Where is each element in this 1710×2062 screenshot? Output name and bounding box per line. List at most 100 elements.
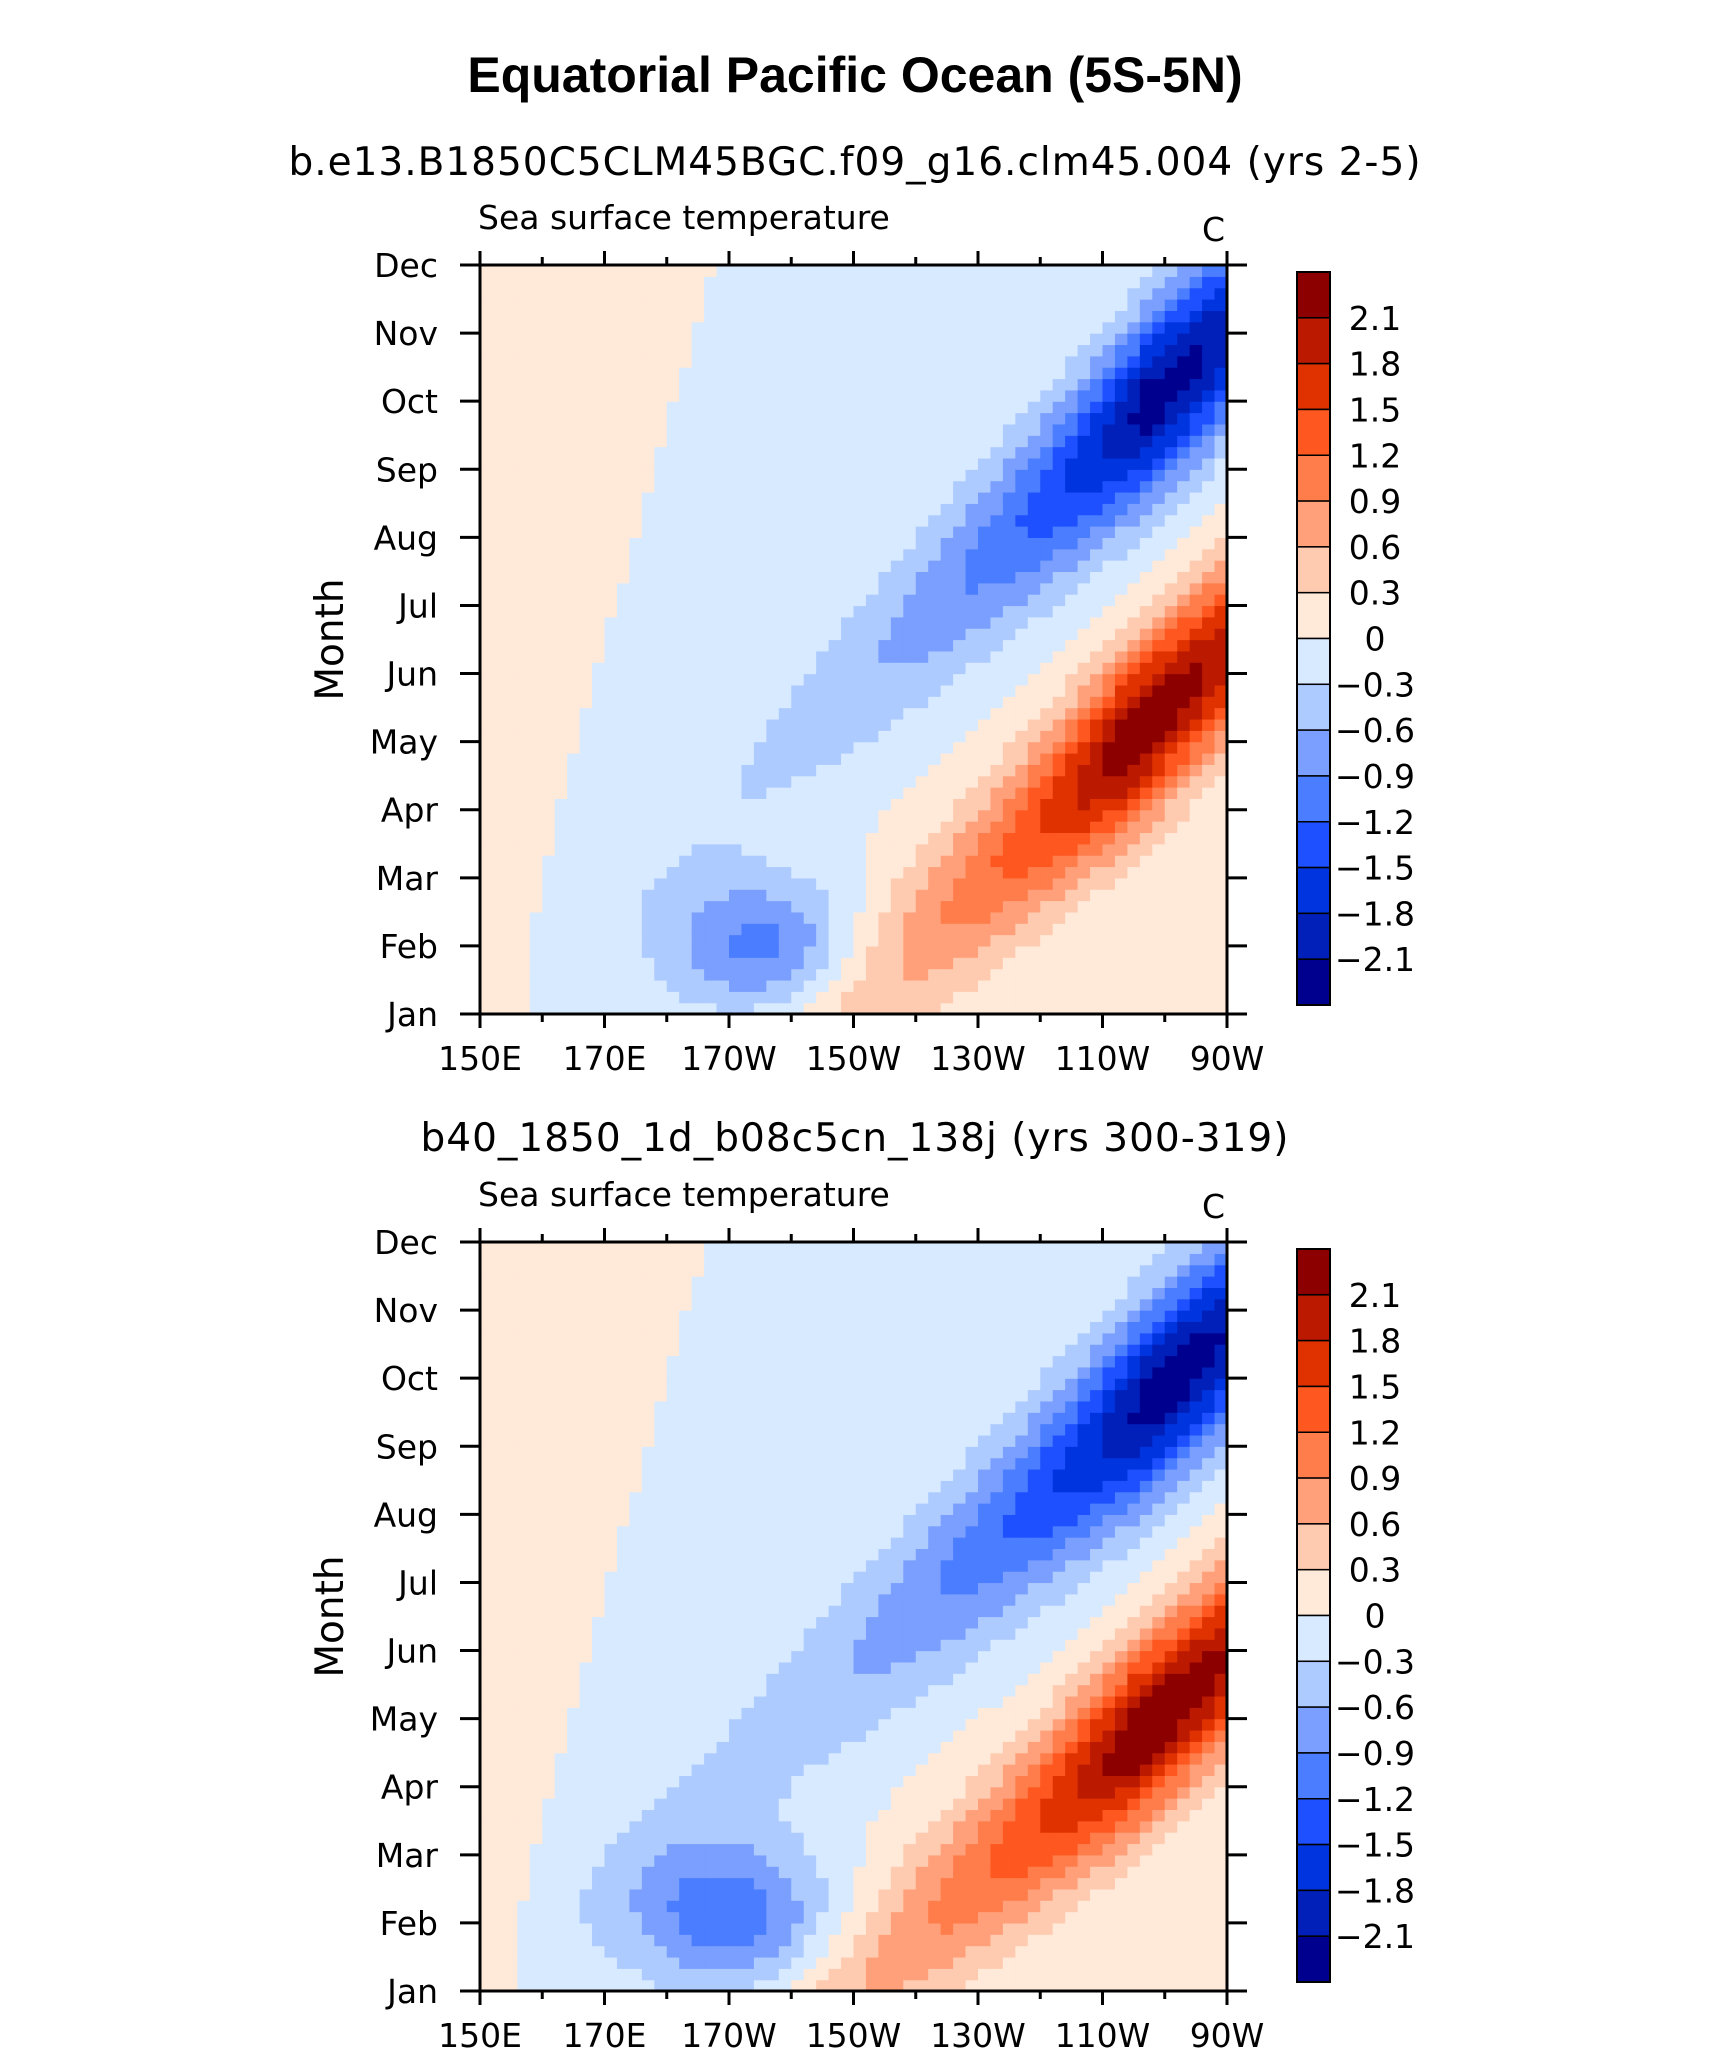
heatmap-cell xyxy=(704,741,718,754)
heatmap-cell xyxy=(1214,741,1228,754)
heatmap-cell xyxy=(841,628,855,641)
heatmap-cell xyxy=(616,1423,630,1436)
heatmap-cell xyxy=(641,457,655,470)
heatmap-cell xyxy=(679,389,693,402)
heatmap-cell xyxy=(504,1922,518,1935)
heatmap-cell xyxy=(579,798,593,811)
heatmap-cell xyxy=(529,730,543,743)
heatmap-cell xyxy=(666,401,680,414)
heatmap-cell xyxy=(903,469,917,482)
heatmap-cell xyxy=(1027,367,1041,380)
heatmap-cell xyxy=(542,1752,556,1765)
heatmap-cell xyxy=(1127,900,1141,913)
heatmap-cell xyxy=(940,367,954,380)
heatmap-cell xyxy=(978,480,992,493)
heatmap-cell xyxy=(1152,401,1166,414)
heatmap-cell xyxy=(953,934,967,947)
heatmap-cell xyxy=(629,1480,643,1493)
heatmap-cell xyxy=(492,639,506,652)
heatmap-cell xyxy=(542,979,556,992)
heatmap-cell xyxy=(978,877,992,890)
heatmap-cell xyxy=(666,821,680,834)
heatmap-cell xyxy=(517,1956,531,1969)
heatmap-cell xyxy=(978,287,992,300)
heatmap-cell xyxy=(554,911,568,924)
heatmap-cell xyxy=(1127,889,1141,902)
heatmap-cell xyxy=(616,1253,630,1266)
heatmap-cell xyxy=(691,923,705,936)
heatmap-cell xyxy=(1065,968,1079,981)
heatmap-cell xyxy=(1065,639,1079,652)
heatmap-cell xyxy=(1214,457,1228,470)
heatmap-cell xyxy=(1002,435,1016,448)
heatmap-cell xyxy=(1164,582,1178,595)
heatmap-cell xyxy=(940,911,954,924)
heatmap-cell xyxy=(903,855,917,868)
heatmap-cell xyxy=(716,389,730,402)
heatmap-cell xyxy=(1214,877,1228,890)
heatmap-cell xyxy=(529,1945,543,1958)
heatmap-cell xyxy=(965,412,979,425)
heatmap-cell xyxy=(1040,299,1054,311)
heatmap-cell xyxy=(1027,673,1041,686)
heatmap-cell xyxy=(903,265,917,277)
heatmap-cell xyxy=(1114,514,1128,527)
heatmap-cell xyxy=(604,423,618,436)
heatmap-cell xyxy=(865,900,879,913)
colorbar-swatch xyxy=(1296,866,1331,915)
heatmap-cell xyxy=(629,1457,643,1470)
heatmap-cell xyxy=(828,480,842,493)
heatmap-cell xyxy=(517,639,531,652)
heatmap-cell xyxy=(1177,537,1191,550)
heatmap-cell xyxy=(729,957,743,970)
heatmap-cell xyxy=(1052,775,1066,788)
heatmap-cell xyxy=(616,616,630,629)
heatmap-cell xyxy=(1202,435,1216,448)
heatmap-cell xyxy=(1102,480,1116,493)
heatmap-cell xyxy=(1040,775,1054,788)
heatmap-cell xyxy=(629,775,643,788)
heatmap-cell xyxy=(878,594,892,607)
heatmap-cell xyxy=(1152,446,1166,459)
heatmap-cell xyxy=(1164,560,1178,573)
heatmap-cell xyxy=(641,1911,655,1924)
heatmap-cell xyxy=(1040,798,1054,811)
heatmap-cell xyxy=(978,537,992,550)
heatmap-cell xyxy=(915,957,929,970)
heatmap-cell xyxy=(1102,650,1116,663)
heatmap-cell xyxy=(1177,1002,1191,1015)
heatmap-cell xyxy=(704,299,718,311)
heatmap-cell xyxy=(554,662,568,675)
heatmap-cell xyxy=(1015,650,1029,663)
heatmap-cell xyxy=(1214,923,1228,936)
heatmap-cell xyxy=(554,1661,568,1674)
heatmap-cell xyxy=(579,1979,593,1992)
heatmap-cell xyxy=(1189,775,1203,788)
heatmap-cell xyxy=(816,809,830,822)
heatmap-cell xyxy=(741,469,755,482)
heatmap-cell xyxy=(629,1911,643,1924)
heatmap-cell xyxy=(517,582,531,595)
heatmap-cell xyxy=(567,968,581,981)
heatmap-cell xyxy=(928,548,942,561)
heatmap-cell xyxy=(990,503,1004,516)
heatmap-cell xyxy=(716,855,730,868)
heatmap-cell xyxy=(1127,605,1141,618)
heatmap-cell xyxy=(890,979,904,992)
heatmap-cell xyxy=(1015,764,1029,777)
heatmap-cell xyxy=(1189,321,1203,334)
heatmap-cell xyxy=(629,412,643,425)
heatmap-cell xyxy=(1214,276,1228,289)
heatmap-cell xyxy=(816,684,830,697)
heatmap-cell xyxy=(704,855,718,868)
heatmap-cell xyxy=(965,730,979,743)
heatmap-cell xyxy=(1015,1002,1029,1015)
heatmap-cell xyxy=(1052,752,1066,765)
heatmap-cell xyxy=(1127,775,1141,788)
heatmap-cell xyxy=(629,514,643,527)
heatmap-cell xyxy=(803,900,817,913)
heatmap-cell xyxy=(1040,594,1054,607)
heatmap-cell xyxy=(641,1548,655,1561)
heatmap-cell xyxy=(704,389,718,402)
heatmap-cell xyxy=(542,616,556,629)
